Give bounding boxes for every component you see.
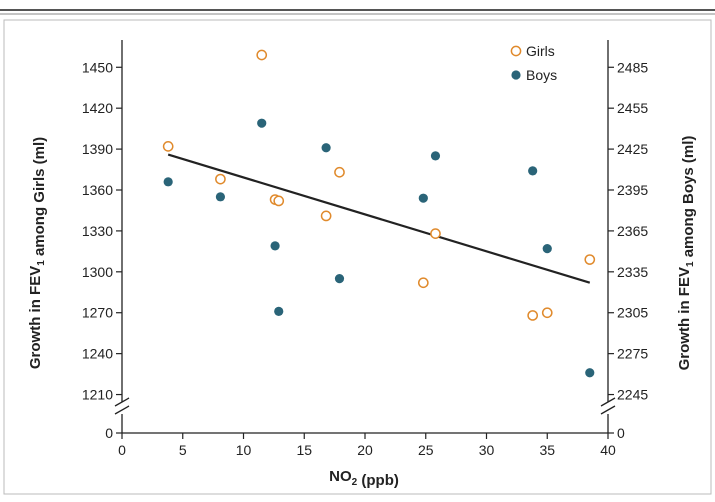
axes-layer: 0 5 10 15 20 25 30 35 40 1210 1240 1270 1300 1330 1360… — [82, 40, 648, 458]
legend: Girls Boys — [510, 43, 557, 83]
legend-label-boys: Boys — [526, 67, 557, 83]
boys-data-point — [418, 193, 428, 203]
legend-label-girls: Girls — [526, 43, 555, 59]
left-axis-break-mark — [114, 405, 130, 415]
x-axis-title: NO2 (ppb) — [329, 468, 399, 489]
x-tick-label: 10 — [236, 442, 252, 458]
boys-data-point — [215, 192, 226, 202]
left-y-tick-label: 1270 — [82, 305, 113, 321]
girls-data-point — [527, 310, 539, 321]
panel-border — [3, 19, 712, 495]
x-tick-label: 0 — [118, 442, 126, 458]
right-y-tick-label: 2275 — [617, 346, 648, 362]
right-axis-break-mark — [600, 397, 616, 407]
legend-marker-girls — [510, 45, 522, 57]
boys-data-point — [585, 368, 595, 378]
left-y-tick-label: 1330 — [82, 223, 113, 239]
right-y-tick-label: 2305 — [617, 305, 648, 321]
boys-data-point — [270, 241, 280, 251]
girls-data-point — [541, 307, 553, 319]
girls-data-point — [256, 49, 268, 61]
right-y-tick-label: 2395 — [617, 182, 648, 198]
boys-data-point — [334, 274, 345, 284]
boys-data-point — [257, 118, 267, 128]
left-y-tick-label: 1360 — [82, 182, 113, 198]
right-y-tick-label: 2365 — [617, 223, 648, 239]
girls-data-point — [215, 173, 226, 185]
girls-data-point — [320, 210, 332, 222]
left-y-zero-label: 0 — [105, 425, 113, 441]
boys-data-point — [274, 306, 284, 316]
right-y-tick-label: 2485 — [617, 59, 648, 75]
left-y-tick-label: 1450 — [82, 59, 113, 75]
girls-data-point — [162, 141, 174, 152]
right-axis-break-mark — [600, 405, 616, 415]
x-tick-label: 20 — [357, 442, 373, 458]
x-tick-label: 35 — [539, 442, 555, 458]
girls-data-point — [417, 277, 429, 289]
x-tick-label: 25 — [418, 442, 434, 458]
boys-data-point — [163, 177, 173, 187]
x-tick-label: 5 — [179, 442, 187, 458]
right-y-zero-label: 0 — [617, 425, 625, 441]
right-y-tick-label: 2455 — [617, 100, 648, 116]
boys-data-point — [430, 151, 441, 161]
left-y-tick-label: 1420 — [82, 100, 113, 116]
girls-data-point — [584, 254, 596, 265]
x-tick-label: 30 — [479, 442, 495, 458]
girls-data-point — [273, 195, 285, 207]
left-axis-break-mark — [114, 397, 130, 407]
left-y-tick-label: 1300 — [82, 264, 113, 280]
girls-data-point — [334, 166, 345, 178]
right-y-tick-label: 2425 — [617, 141, 648, 157]
girls-data-point — [430, 228, 441, 239]
right-y-tick-label: 2335 — [617, 264, 648, 280]
right-y-axis-title: Growth in FEV1 among Boys (ml) — [676, 136, 697, 371]
boys-data-point — [528, 166, 538, 176]
trend-line — [167, 153, 591, 284]
right-y-tick-label: 2245 — [617, 387, 648, 403]
x-tick-label: 40 — [600, 442, 616, 458]
boys-data-point — [542, 244, 552, 254]
left-y-tick-label: 1240 — [82, 346, 113, 362]
legend-marker-boys — [511, 70, 521, 80]
boys-data-point — [321, 143, 331, 153]
x-tick-label: 15 — [296, 442, 312, 458]
left-y-axis-title: Growth in FEV1 among Girls (ml) — [27, 137, 48, 369]
left-y-tick-label: 1390 — [82, 141, 113, 157]
left-y-tick-label: 1210 — [82, 387, 113, 403]
data-layer — [162, 49, 596, 378]
